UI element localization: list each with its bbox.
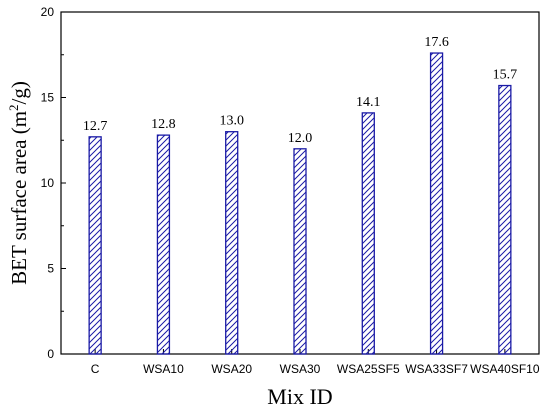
y-axis-ticks: 0 5 10 15 20 (41, 5, 66, 361)
data-labels: 12.7 12.8 13.0 12.0 14.1 17.6 15.7 (83, 35, 517, 146)
x-tick-label: WSA25SF5 (337, 362, 400, 376)
bar-wsa10 (156, 134, 171, 355)
data-label-wsa30: 12.0 (288, 131, 313, 146)
x-tick-label: WSA33SF7 (405, 362, 468, 376)
data-label-wsa20: 13.0 (219, 114, 244, 129)
x-tick-label: C (91, 362, 100, 376)
x-tick-label: WSA40SF10 (470, 362, 540, 376)
y-tick-label: 0 (47, 347, 54, 361)
y-tick-label: 15 (41, 91, 55, 105)
x-tick-label: WSA30 (280, 362, 321, 376)
bar-wsa20 (225, 131, 239, 355)
bar-c (88, 136, 102, 355)
y-axis-title-superscript: 2 (6, 104, 21, 111)
plot-area: 0 5 10 15 20 C WSA10 WSA20 WSA30 WSA25SF5 WSA33SF… (41, 5, 540, 376)
data-label-c: 12.7 (83, 119, 108, 134)
bar-wsa33sf7 (429, 52, 444, 355)
x-tick-label: WSA20 (211, 362, 252, 376)
y-tick-label: 20 (41, 5, 55, 19)
x-axis-title: Mix ID (267, 384, 332, 409)
data-label-wsa10: 12.8 (151, 117, 176, 132)
bar-wsa30 (293, 148, 307, 355)
data-label-wsa25sf5: 14.1 (356, 95, 381, 110)
y-tick-label: 10 (41, 176, 55, 190)
y-axis-title-main: BET surface area (m (7, 111, 31, 285)
y-tick-label: 5 (47, 262, 54, 276)
data-label-wsa40sf10: 15.7 (493, 68, 518, 83)
data-label-wsa33sf7: 17.6 (424, 35, 449, 50)
bar-series (88, 52, 512, 355)
x-tick-label: WSA10 (143, 362, 184, 376)
y-axis-title-end: /g) (7, 81, 31, 104)
bar-wsa25sf5 (361, 112, 375, 355)
bar-wsa40sf10 (498, 84, 512, 355)
y-axis-title: BET surface area (m2/g) (6, 81, 31, 285)
